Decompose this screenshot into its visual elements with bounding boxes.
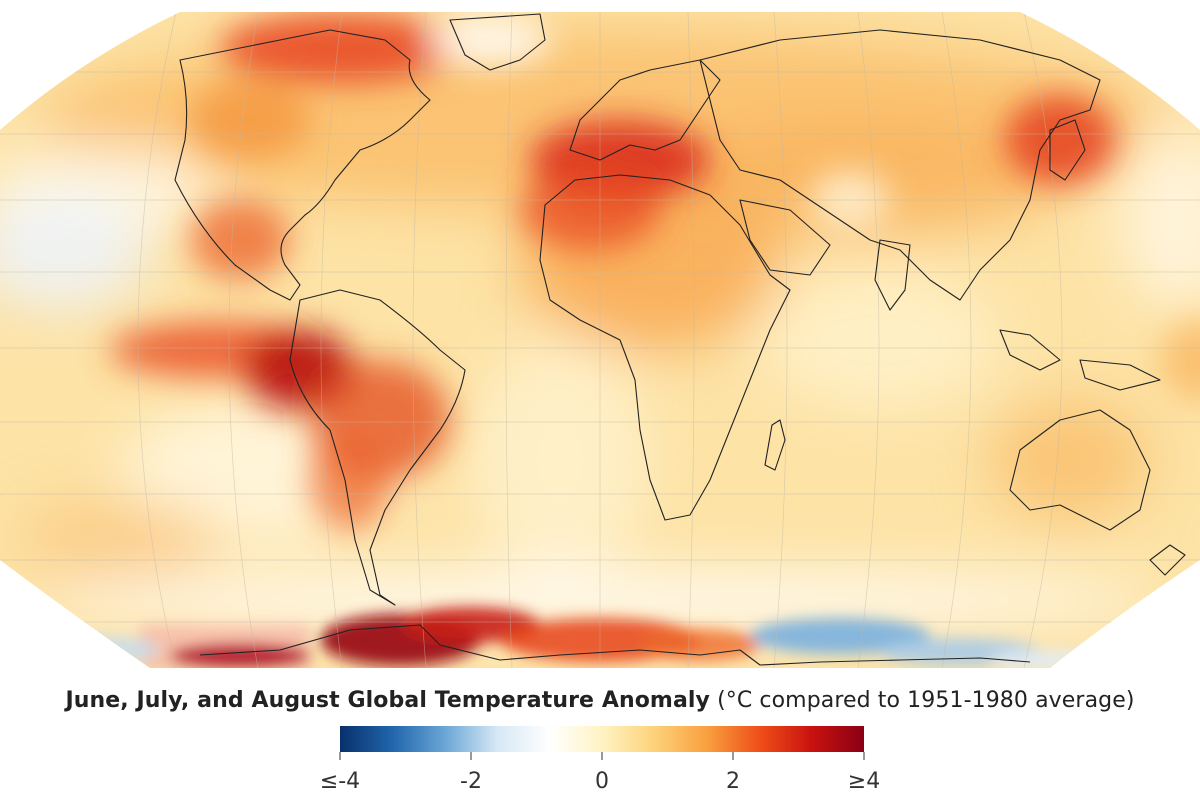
legend-tick-label: -2 bbox=[460, 769, 482, 794]
arabia-outline bbox=[739, 199, 831, 276]
southeast-asia-islands-outline bbox=[999, 329, 1161, 391]
south-america-outline bbox=[289, 289, 466, 606]
north-america-outline bbox=[174, 29, 431, 301]
new-zealand-outline bbox=[1149, 544, 1186, 576]
legend-tick-label: 2 bbox=[726, 769, 740, 794]
antarctica-outline bbox=[199, 624, 1031, 666]
legend-ticks: ≤-4 -2 0 2 ≥4 bbox=[320, 752, 880, 794]
asia-outline bbox=[699, 29, 1101, 301]
caption-units: (°C compared to 1951-1980 average) bbox=[717, 688, 1135, 713]
madagascar-outline bbox=[764, 419, 786, 471]
africa-outline bbox=[539, 174, 791, 521]
legend-tick-label: 0 bbox=[595, 769, 609, 794]
color-scale-legend: ≤-4 -2 0 2 ≥4 bbox=[320, 726, 880, 794]
caption-title: June, July, and August Global Temperatur… bbox=[65, 688, 710, 713]
anomaly-field bbox=[0, 12, 1200, 668]
japan-outline bbox=[1049, 119, 1086, 181]
graticule bbox=[0, 12, 1200, 668]
map-caption: June, July, and August Global Temperatur… bbox=[0, 688, 1200, 713]
australia-outline bbox=[1009, 409, 1151, 531]
legend-tick-label: ≤-4 bbox=[320, 769, 360, 794]
greenland-outline bbox=[449, 13, 546, 71]
india-outline bbox=[874, 239, 911, 311]
europe-outline bbox=[569, 59, 721, 161]
color-scale-bar bbox=[340, 726, 864, 752]
temperature-anomaly-map bbox=[0, 12, 1200, 668]
legend-tick-label: ≥4 bbox=[848, 769, 880, 794]
coastlines bbox=[174, 13, 1186, 666]
